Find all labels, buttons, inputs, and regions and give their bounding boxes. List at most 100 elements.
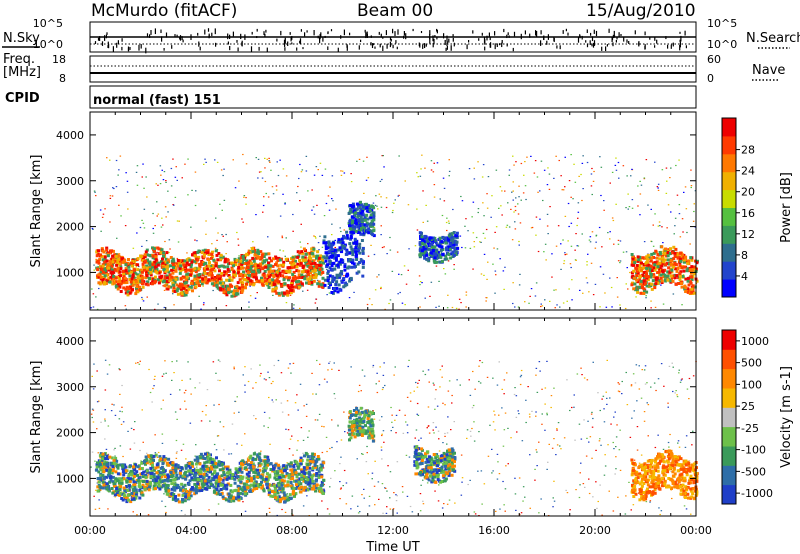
echo-cell: [267, 252, 271, 256]
echo-dot: [515, 509, 517, 511]
echo-dot: [340, 487, 342, 489]
echo-cell: [264, 252, 268, 256]
echo-cell: [254, 273, 258, 277]
echo-dot: [466, 429, 469, 431]
echo-cell: [105, 259, 109, 263]
echo-dot: [169, 248, 171, 250]
echo-dot: [272, 193, 275, 195]
echo-dot: [582, 188, 584, 190]
echo-dot: [556, 429, 558, 431]
echo-dot: [603, 408, 605, 410]
echo-dot: [619, 262, 621, 264]
echo-cell: [439, 248, 443, 252]
echo-dot: [419, 175, 422, 177]
echo-dot: [195, 190, 197, 192]
echo-cell: [151, 263, 155, 267]
echo-cell: [272, 257, 275, 261]
echo-cell: [297, 269, 301, 273]
echo-dot: [345, 482, 348, 484]
echo-cell: [631, 260, 634, 264]
echo-dot: [391, 270, 394, 272]
echo-dot: [595, 241, 597, 243]
echo-cell: [168, 277, 172, 281]
echo-dot: [569, 263, 572, 265]
nsky-sample: [284, 37, 286, 44]
echo-cell: [192, 278, 196, 282]
echo-cell: [312, 247, 316, 251]
echo-cell: [335, 280, 339, 284]
echo-dot: [245, 197, 247, 199]
echo-dot: [577, 217, 579, 219]
echo-cell: [296, 262, 300, 266]
echo-cell: [354, 250, 358, 254]
echo-cell: [114, 254, 118, 258]
echo-cell: [253, 269, 257, 273]
echo-dot: [280, 402, 283, 404]
nsky-sample: [685, 45, 687, 49]
echo-cell: [189, 265, 193, 269]
echo-dot: [282, 168, 285, 170]
echo-dot: [142, 441, 144, 443]
echo-dot: [371, 472, 374, 474]
echo-cell: [363, 218, 367, 222]
echo-dot: [547, 233, 549, 235]
echo-dot: [292, 213, 294, 216]
echo-cell: [132, 280, 136, 284]
echo-cell: [338, 260, 342, 264]
echo-cell: [351, 261, 354, 265]
nsky-sample: [145, 47, 147, 54]
echo-cell: [643, 282, 647, 286]
echo-cell: [300, 250, 304, 254]
echo-dot: [514, 387, 516, 389]
echo-cell: [683, 284, 687, 288]
nsky-sample: [319, 34, 321, 40]
colorbar-frame: [721, 117, 737, 298]
echo-dot: [185, 408, 187, 410]
nsky-sample: [364, 29, 366, 33]
echo-dot: [281, 235, 283, 237]
echo-cell: [639, 291, 643, 295]
echo-cell: [227, 274, 231, 277]
echo-cell: [245, 282, 248, 286]
echo-dot: [627, 208, 629, 210]
echo-dot: [250, 247, 252, 249]
echo-dot: [502, 480, 504, 483]
echo-dot: [98, 507, 101, 509]
echo-cell: [662, 260, 666, 264]
echo-dot: [512, 282, 514, 284]
echo-dot: [96, 370, 98, 372]
echo-dot: [252, 387, 254, 389]
echo-dot: [421, 154, 423, 156]
echo-cell: [154, 453, 158, 457]
nsky-series: [90, 28, 696, 54]
nsky-sample: [589, 40, 591, 45]
echo-cell: [672, 265, 675, 269]
echo-dot: [685, 435, 688, 437]
echo-dot: [370, 244, 372, 246]
echo-cell: [680, 282, 683, 285]
echo-cell: [152, 468, 156, 472]
echo-dot: [326, 294, 328, 296]
echo-dot: [373, 227, 376, 229]
echo-dot: [289, 363, 291, 365]
echo-dot: [668, 446, 670, 448]
echo-cell: [432, 252, 436, 256]
colorbar-tick-label: 8: [741, 249, 748, 262]
echo-dot: [238, 411, 240, 413]
echo-dot: [172, 293, 174, 295]
echo-dot: [203, 302, 205, 304]
echo-dot: [329, 361, 331, 363]
echo-dot: [292, 362, 295, 364]
echo-dot: [260, 372, 262, 375]
echo-cell: [681, 256, 685, 260]
echo-dot: [202, 304, 205, 306]
echo-cell: [653, 263, 657, 267]
nsky-sample: [494, 31, 496, 36]
echo-dot: [503, 288, 505, 290]
echo-dot: [635, 281, 638, 284]
echo-dot: [300, 246, 302, 248]
echo-cell: [174, 277, 178, 281]
echo-cell: [353, 265, 356, 269]
echo-cell: [359, 220, 362, 224]
echo-dot: [570, 196, 572, 198]
